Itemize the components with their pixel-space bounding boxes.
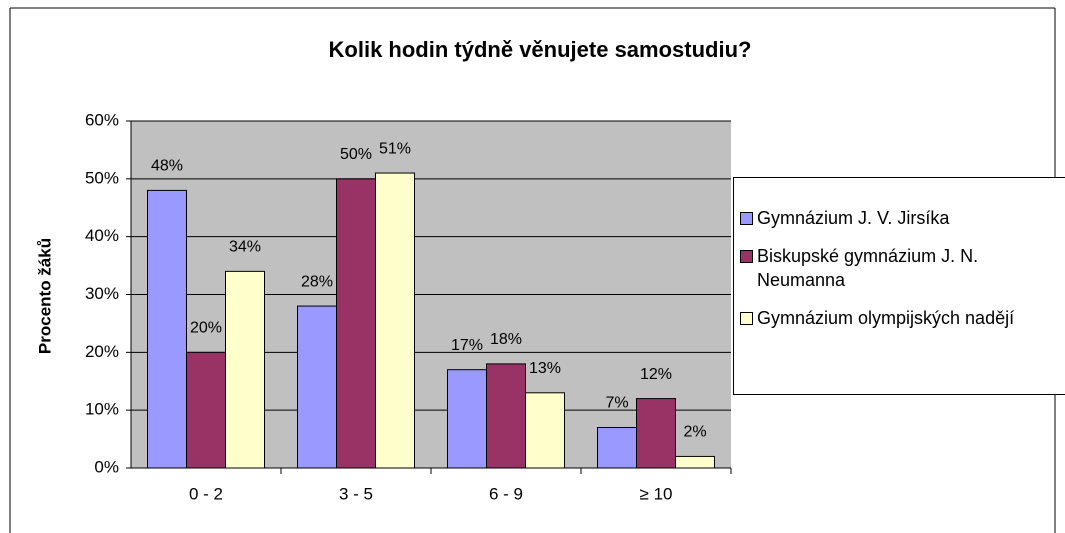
y-tick-label: 40% xyxy=(85,226,119,245)
y-tick-label: 10% xyxy=(85,400,119,419)
legend-entry: Biskupské gymnázium J. N. Neumanna xyxy=(740,244,1065,292)
data-label: 51% xyxy=(379,140,411,157)
legend-label: Gymnázium olympijských nadějí xyxy=(757,308,1015,328)
bar xyxy=(447,369,487,469)
bar xyxy=(147,189,187,469)
x-tick-label: 6 - 9 xyxy=(489,484,523,503)
y-tick-label: 50% xyxy=(85,168,119,187)
legend-swatch xyxy=(740,212,753,225)
bar xyxy=(597,427,637,469)
data-label: 34% xyxy=(229,239,261,256)
data-label: 50% xyxy=(340,146,372,163)
data-label: 13% xyxy=(529,360,561,377)
y-tick-label: 0% xyxy=(94,457,119,476)
y-tick-label: 30% xyxy=(85,284,119,303)
data-label: 20% xyxy=(190,320,222,337)
bar xyxy=(486,363,526,469)
legend-swatch xyxy=(740,312,753,325)
x-tick-label: 3 - 5 xyxy=(339,484,373,503)
data-label: 17% xyxy=(451,337,483,354)
y-tick-label: 20% xyxy=(85,342,119,361)
data-label: 7% xyxy=(605,395,628,412)
legend-label: Gymnázium J. V. Jirsíka xyxy=(757,208,950,228)
legend-entry: Gymnázium J. V. Jirsíka xyxy=(740,206,1065,230)
bar xyxy=(375,172,415,469)
data-label: 18% xyxy=(490,331,522,348)
bar xyxy=(636,398,676,469)
bar xyxy=(186,351,226,469)
bar xyxy=(336,178,376,469)
y-tick-label: 60% xyxy=(85,110,119,129)
x-tick-label: ≥ 10 xyxy=(640,484,673,503)
y-axis-label: Procento žáků xyxy=(35,238,54,354)
x-tick-label: 0 - 2 xyxy=(189,484,223,503)
bar xyxy=(297,305,337,469)
legend-label: Biskupské gymnázium J. N. Neumanna xyxy=(757,246,979,290)
legend-swatch xyxy=(740,250,753,263)
bar xyxy=(225,270,265,469)
data-label: 48% xyxy=(151,158,183,175)
data-label: 28% xyxy=(301,273,333,290)
legend: Gymnázium J. V. Jirsíka Biskupské gymnázi… xyxy=(733,177,1065,395)
bar xyxy=(525,392,565,469)
bar xyxy=(675,455,715,469)
legend-entry: Gymnázium olympijských nadějí xyxy=(740,306,1065,330)
data-label: 2% xyxy=(683,424,706,441)
chart-title: Kolik hodin týdně věnujete samostudiu? xyxy=(329,37,752,62)
data-label: 12% xyxy=(640,366,672,383)
